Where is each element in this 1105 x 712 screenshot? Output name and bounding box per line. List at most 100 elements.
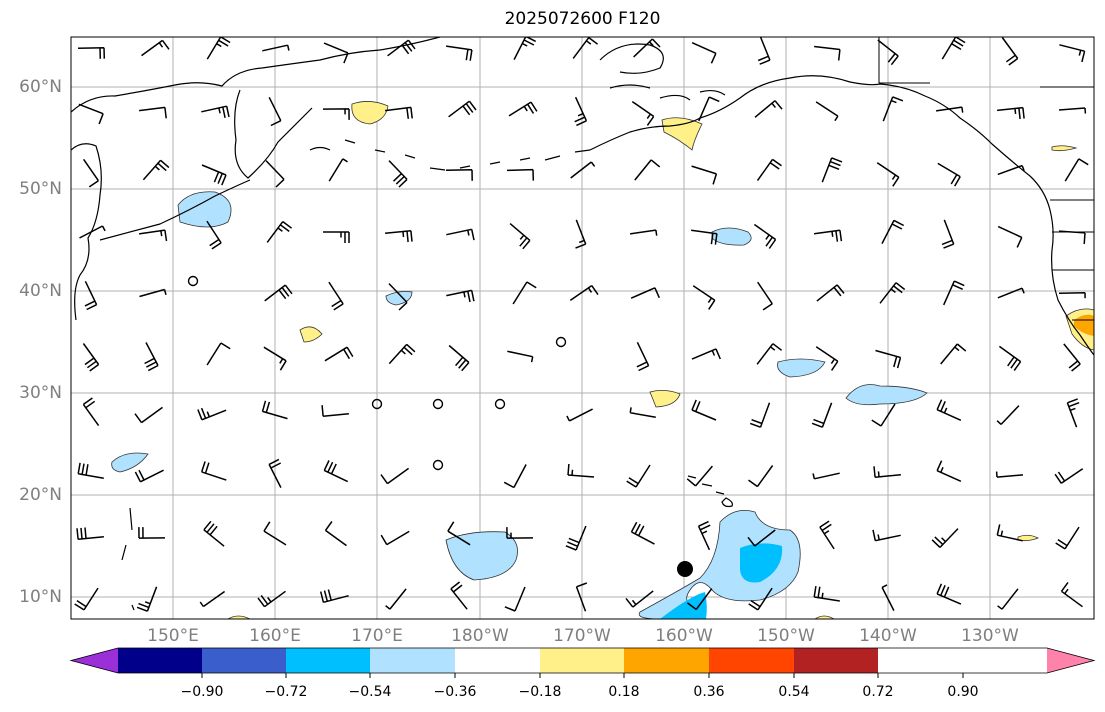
wind-barb bbox=[575, 582, 588, 612]
wind-barb bbox=[387, 39, 416, 57]
wind-barb bbox=[686, 588, 713, 611]
wind-barb bbox=[691, 229, 718, 245]
wind-barb bbox=[819, 520, 835, 550]
wind-barb bbox=[882, 96, 904, 122]
wind-barb bbox=[565, 525, 587, 551]
wind-barb bbox=[328, 158, 348, 182]
wind-barb bbox=[691, 42, 717, 64]
wind-barb bbox=[881, 584, 895, 611]
wind-barb bbox=[756, 158, 782, 182]
colorbar-segment bbox=[794, 648, 878, 673]
wind-barb bbox=[936, 399, 962, 421]
graticule bbox=[71, 37, 1094, 619]
wind-barb bbox=[937, 162, 961, 187]
wind-barb bbox=[445, 45, 473, 61]
wind-barb bbox=[509, 223, 531, 250]
wind-barb bbox=[634, 159, 661, 181]
lat-label-40n: 40°N bbox=[19, 281, 62, 301]
wind-barb bbox=[997, 588, 1019, 610]
wind-barb bbox=[134, 406, 163, 424]
colorbar-segment bbox=[540, 648, 624, 673]
wind-barb bbox=[877, 39, 899, 66]
wind-barb bbox=[506, 527, 534, 539]
wind-barb bbox=[84, 280, 98, 311]
colorbar-tick-label: −0.36 bbox=[433, 684, 477, 700]
wind-barb bbox=[262, 44, 290, 52]
wind-barb bbox=[1055, 526, 1080, 550]
wind-barb bbox=[998, 345, 1022, 371]
wind-barb bbox=[811, 402, 833, 428]
wind-barb bbox=[570, 161, 596, 179]
wind-barb bbox=[748, 465, 774, 488]
lat-label-30n: 30°N bbox=[19, 383, 62, 403]
wind-barb bbox=[82, 158, 100, 188]
colorbar-extend-min bbox=[71, 648, 118, 673]
colorbar-extend-max bbox=[1047, 648, 1094, 673]
wind-barb bbox=[997, 287, 1025, 299]
wind-barb bbox=[513, 37, 537, 60]
colorbar-tick-label: 0.72 bbox=[862, 684, 894, 700]
wind-barb bbox=[321, 405, 349, 417]
colorbar-segment bbox=[455, 648, 540, 673]
wind-barb bbox=[691, 165, 718, 185]
wind-barb bbox=[201, 164, 227, 186]
wind-barb bbox=[388, 343, 416, 365]
wind-barb bbox=[757, 37, 771, 65]
wind-barb bbox=[319, 589, 349, 604]
lon-label-170w: 170°W bbox=[553, 626, 611, 646]
lon-label-160e: 160°E bbox=[249, 626, 301, 646]
wind-barb bbox=[1058, 291, 1086, 299]
colorbar-tick-label: −0.72 bbox=[264, 684, 308, 700]
wind-barb bbox=[1058, 107, 1087, 114]
wind-barb bbox=[323, 231, 350, 243]
wind-barb bbox=[566, 408, 593, 422]
lon-label-160w: 160°W bbox=[655, 626, 713, 646]
wind-barb bbox=[506, 168, 535, 181]
wind-barb bbox=[388, 160, 408, 188]
wind-barb bbox=[936, 460, 962, 482]
wind-barb bbox=[698, 96, 720, 122]
wind-barb bbox=[575, 219, 587, 249]
wind-barb bbox=[873, 466, 901, 479]
wind-barb bbox=[77, 46, 106, 59]
wind-barb bbox=[380, 467, 410, 485]
colorbar-segment bbox=[202, 648, 286, 673]
wind-barb bbox=[1063, 343, 1081, 372]
map-area bbox=[71, 37, 1094, 619]
wind-barb bbox=[630, 287, 660, 299]
wind-barb bbox=[136, 586, 158, 612]
wind-barb bbox=[872, 529, 901, 542]
wind-barb bbox=[323, 42, 349, 64]
colorbar-tick-label: 0.36 bbox=[693, 684, 725, 700]
wind-barb bbox=[139, 288, 167, 298]
wind-barb bbox=[629, 407, 656, 418]
wind-barb bbox=[324, 521, 347, 547]
wind-barb bbox=[997, 106, 1025, 120]
wind-barb bbox=[324, 346, 354, 362]
wind-barb bbox=[74, 587, 99, 611]
wind-barb bbox=[203, 520, 225, 547]
wind-barb bbox=[388, 283, 408, 311]
wind-barb bbox=[197, 407, 227, 421]
wind-barb bbox=[265, 160, 285, 188]
wind-barb bbox=[206, 220, 222, 250]
wind-barb bbox=[633, 38, 661, 58]
wind-barb bbox=[940, 343, 967, 365]
wind-barb bbox=[1001, 37, 1019, 66]
colorbar-segment bbox=[118, 648, 202, 673]
wind-barb bbox=[385, 106, 413, 119]
wind-barb bbox=[1060, 581, 1083, 608]
wind-barb bbox=[686, 465, 713, 487]
wind-barb bbox=[199, 590, 226, 608]
wind-barb bbox=[82, 397, 100, 427]
coastlines bbox=[71, 37, 1094, 611]
wind-barb bbox=[997, 164, 1025, 176]
wind-barb bbox=[512, 281, 537, 305]
colorbar-segment bbox=[709, 648, 794, 673]
wind-barb bbox=[813, 229, 843, 242]
wind-barb bbox=[821, 157, 843, 183]
wind-barb bbox=[871, 403, 896, 427]
wind-barb bbox=[448, 344, 470, 372]
colorbar-tick-label: 0.90 bbox=[947, 684, 979, 700]
